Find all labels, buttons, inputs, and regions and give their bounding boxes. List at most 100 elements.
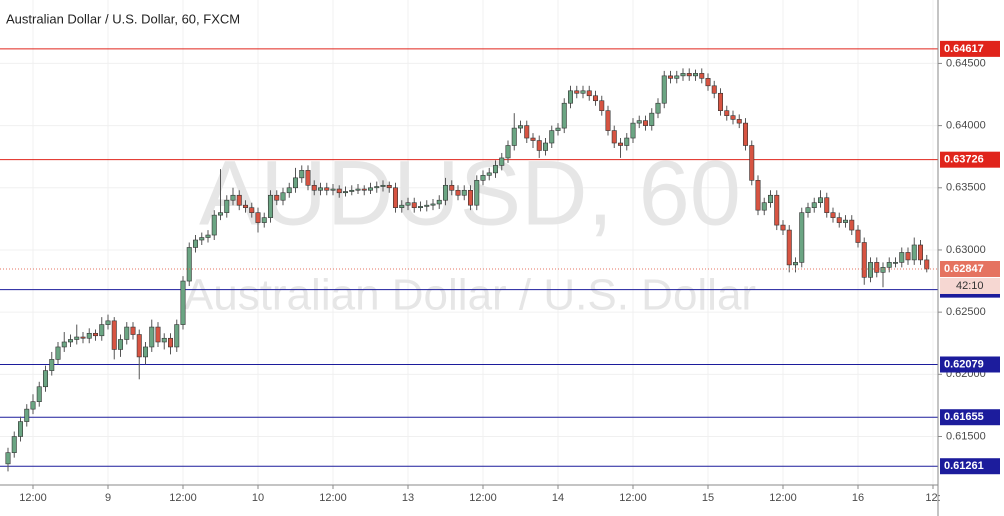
candle-body (655, 102, 661, 114)
y-tick-label: 0.64500 (946, 57, 986, 69)
candle-body (292, 177, 298, 189)
chart-title: Australian Dollar / U.S. Dollar, 60, FXC… (6, 11, 240, 26)
candle-body (186, 247, 192, 282)
level-label-box (940, 458, 1000, 475)
candle-body (149, 326, 155, 348)
y-tick-label: 0.63000 (946, 244, 986, 256)
candle-body (261, 217, 267, 223)
candle-body (55, 346, 61, 360)
candle-body (899, 252, 905, 263)
x-tick-label: 14 (552, 492, 564, 504)
candle-body (786, 229, 792, 266)
candle-body (611, 130, 617, 144)
candle-body (374, 186, 380, 189)
candle-body (780, 224, 786, 231)
candle-body (399, 204, 405, 208)
y-tick-label: 0.63500 (946, 182, 986, 194)
candle-body (536, 140, 542, 151)
candle-body (886, 262, 892, 268)
level-label: 0.61655 (944, 411, 984, 423)
candle-body (61, 341, 67, 348)
candle-body (567, 90, 573, 104)
candle-body (511, 127, 517, 146)
x-tick-label: 12:00 (769, 492, 797, 504)
candle-body (386, 184, 392, 189)
candle-body (805, 207, 811, 213)
candle-body (36, 386, 42, 402)
candle-body (724, 110, 730, 116)
x-tick-label: 12: (925, 492, 940, 504)
candle-body (524, 125, 530, 139)
candle-body (686, 73, 692, 77)
candle-body (174, 324, 180, 348)
candle-body (436, 199, 442, 205)
candle-body (49, 359, 55, 371)
candle-body (392, 187, 398, 208)
candle-body (711, 85, 717, 94)
level-label-box (940, 151, 1000, 168)
candle-body (549, 130, 555, 144)
candle-body (836, 217, 842, 223)
x-tick-label: 12:00 (319, 492, 347, 504)
current-price-box (940, 260, 1000, 277)
level-label: 0.62079 (944, 358, 984, 370)
candle-body (599, 100, 605, 111)
candle-body (630, 122, 636, 139)
candle-body (917, 244, 923, 261)
candle-body (824, 197, 830, 213)
candle-body (5, 452, 11, 465)
x-tick-label: 12:00 (619, 492, 647, 504)
candle-body (642, 120, 648, 126)
candle-body (430, 203, 436, 206)
countdown-label: 42:10 (956, 280, 984, 292)
candle-body (274, 194, 280, 201)
candle-body (667, 75, 673, 79)
candle-body (224, 199, 230, 213)
candle-body (661, 75, 667, 104)
candle-body (311, 184, 317, 191)
candle-body (542, 142, 548, 151)
candle-body (317, 187, 323, 191)
candle-body (442, 184, 448, 201)
candle-body (305, 170, 311, 186)
candle-body (80, 336, 86, 339)
level-label: 0.61261 (944, 460, 984, 472)
candle-body (842, 219, 848, 223)
candle-body (24, 408, 30, 422)
candle-body (424, 204, 430, 207)
x-tick-label: 9 (105, 492, 111, 504)
candle-body (674, 75, 680, 79)
candle-body (111, 320, 117, 350)
candle-body (811, 202, 817, 208)
level-label: 0.64617 (944, 43, 984, 55)
candle-body (267, 194, 273, 218)
candle-body (411, 202, 417, 208)
candle-body (324, 187, 330, 191)
candle-body (243, 204, 249, 208)
candle-body (574, 90, 580, 94)
candle-body (474, 180, 480, 206)
candle-body (417, 206, 423, 208)
candle-body (799, 212, 805, 263)
candle-body (761, 202, 767, 211)
candle-body (180, 280, 186, 325)
candle-body (861, 242, 867, 278)
candle-body (230, 194, 236, 201)
candle-body (280, 192, 286, 201)
candle-body (649, 112, 655, 126)
candle-body (11, 436, 17, 453)
candle-body (749, 145, 755, 181)
x-tick-label: 16 (852, 492, 864, 504)
candle-body (255, 212, 261, 223)
candle-body (355, 188, 361, 191)
candle-body (624, 137, 630, 146)
x-tick-label: 15 (702, 492, 714, 504)
candle-body (705, 78, 711, 87)
candle-body (730, 115, 736, 120)
candle-body (849, 219, 855, 231)
candle-body (867, 262, 873, 278)
axes: 0.64500 0.64000 0.63500 0.63000 0.62500 0.620… (19, 40, 1000, 504)
candle-body (774, 194, 780, 226)
x-tick-label: 12:00 (169, 492, 197, 504)
